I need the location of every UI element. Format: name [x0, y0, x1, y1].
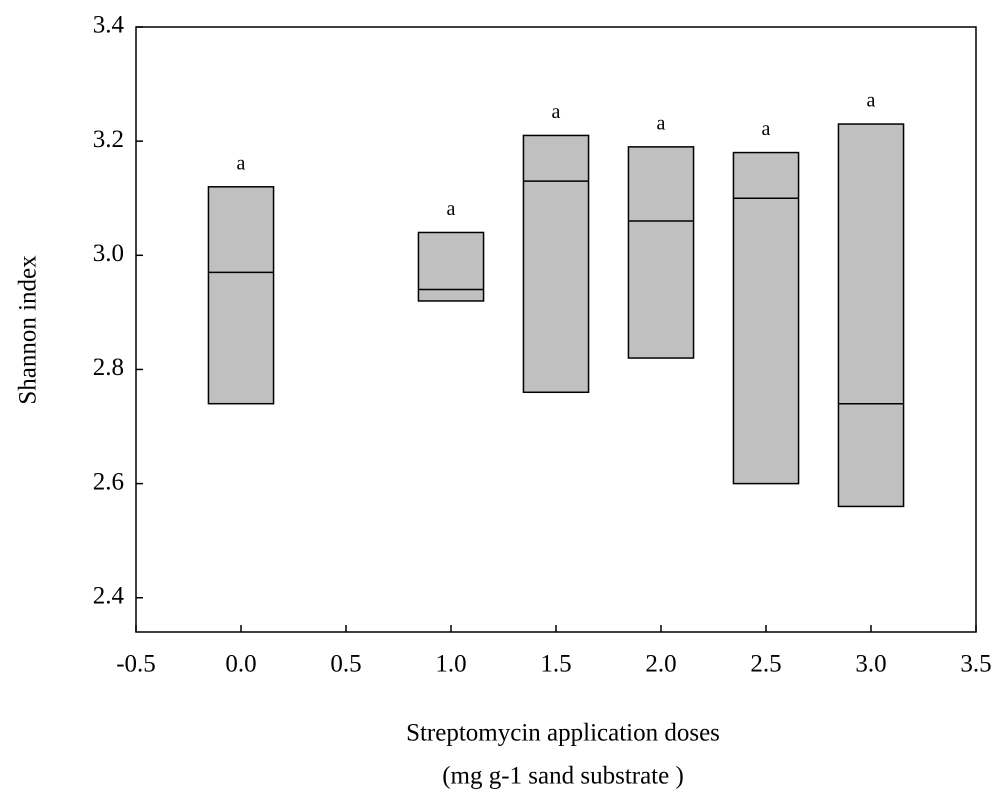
- annotation: a: [552, 101, 561, 123]
- box: [837, 123, 905, 508]
- x-axis-label: Streptomycin application doses: [406, 720, 720, 747]
- x-tick-label: 3.0: [855, 651, 886, 678]
- box: [207, 186, 275, 405]
- x-tick-label: 0.0: [225, 651, 256, 678]
- y-tick-label: 2.4: [93, 582, 125, 609]
- y-tick-label: 3.4: [93, 12, 125, 39]
- annotation: a: [762, 118, 771, 140]
- y-tick-label: 3.2: [93, 126, 124, 153]
- x-tick-label: 3.5: [960, 651, 991, 678]
- y-tick-label: 2.6: [93, 468, 124, 495]
- x-axis-label: (mg g-1 sand substrate ): [442, 763, 684, 790]
- x-tick-label: 2.0: [645, 651, 676, 678]
- annotation: a: [237, 152, 246, 174]
- annotation: a: [657, 112, 666, 134]
- x-tick-label: 1.0: [435, 651, 466, 678]
- y-axis-label: Shannon index: [15, 255, 42, 405]
- y-tick-label: 2.8: [93, 354, 124, 381]
- x-tick-label: 0.5: [330, 651, 361, 678]
- y-tick-label: 3.0: [93, 240, 124, 267]
- box: [732, 151, 800, 485]
- box: [417, 231, 485, 302]
- annotation: a: [867, 90, 876, 112]
- x-tick-label: 1.5: [540, 651, 571, 678]
- x-tick-label: 2.5: [750, 651, 781, 678]
- box: [522, 134, 590, 394]
- x-tick-label: -0.5: [116, 651, 156, 678]
- box: [627, 146, 695, 359]
- annotation: a: [447, 198, 456, 220]
